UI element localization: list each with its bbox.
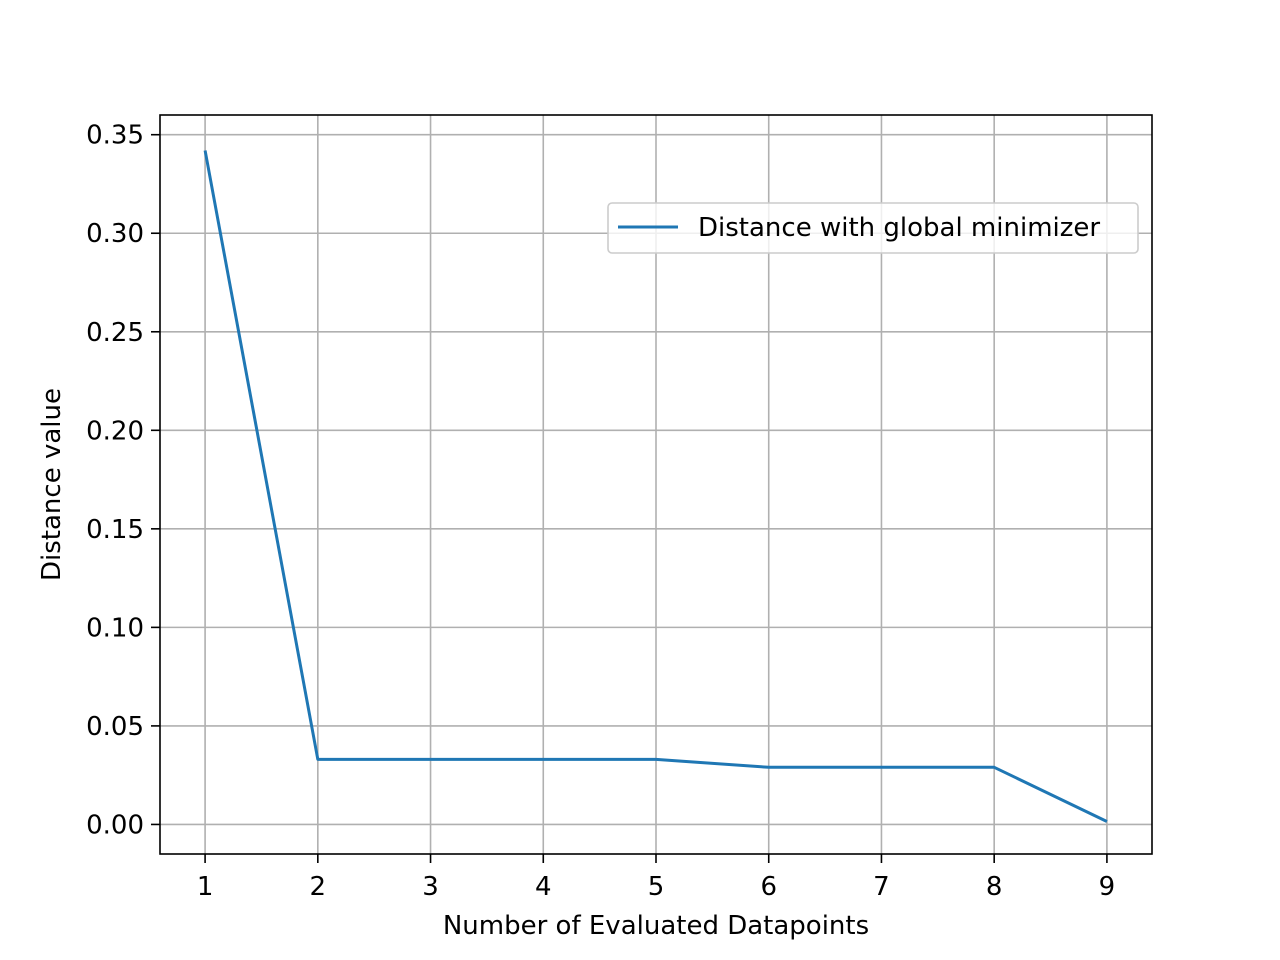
y-tick-label: 0.25 [86, 318, 144, 348]
x-tick-label: 6 [760, 872, 777, 902]
x-tick-label: 3 [422, 872, 439, 902]
y-tick-label: 0.00 [86, 810, 144, 840]
x-tick-label: 9 [1099, 872, 1116, 902]
x-tick-label: 8 [986, 872, 1003, 902]
axes-frame [159, 114, 1153, 855]
y-axis-label: Distance value [37, 388, 67, 581]
y-tick-label: 0.15 [86, 515, 144, 545]
x-tick-label: 2 [310, 872, 327, 902]
legend-label: Distance with global minimizer [698, 213, 1100, 243]
y-tick-label: 0.10 [86, 613, 144, 643]
x-tick-label: 1 [197, 872, 214, 902]
y-tick-label: 0.05 [86, 712, 144, 742]
x-tick-label: 4 [535, 872, 552, 902]
legend-box [607, 202, 1139, 254]
y-tick-label: 0.35 [86, 121, 144, 151]
x-tick-label: 7 [873, 872, 890, 902]
y-tick-label: 0.20 [86, 416, 144, 446]
y-tick-label: 0.30 [86, 219, 144, 249]
legend: Distance with global minimizer [607, 202, 1139, 254]
series-line [203, 150, 1108, 823]
x-tick-label: 5 [648, 872, 665, 902]
series-lines [203, 150, 1108, 823]
axis-ticks: 1 2 3 4 5 6 7 8 9 0.00 0.05 0.10 0.15 0.20 0.25 0.30 0.3… [86, 121, 1115, 902]
x-axis-label: Number of Evaluated Datapoints [443, 911, 869, 941]
